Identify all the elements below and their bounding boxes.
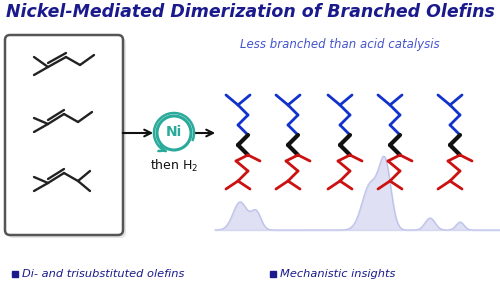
FancyBboxPatch shape bbox=[8, 38, 126, 238]
Text: Nickel-Mediated Dimerization of Branched Olefins: Nickel-Mediated Dimerization of Branched… bbox=[6, 3, 494, 21]
Text: Ni: Ni bbox=[166, 125, 182, 139]
Bar bbox=[12, 271, 18, 277]
Bar bbox=[270, 271, 276, 277]
Text: Less branched than acid catalysis: Less branched than acid catalysis bbox=[240, 38, 440, 51]
Text: Mechanistic insights: Mechanistic insights bbox=[280, 269, 396, 279]
Text: Di- and trisubstituted olefins: Di- and trisubstituted olefins bbox=[22, 269, 184, 279]
Text: then H$_2$: then H$_2$ bbox=[150, 158, 198, 174]
FancyBboxPatch shape bbox=[5, 35, 123, 235]
